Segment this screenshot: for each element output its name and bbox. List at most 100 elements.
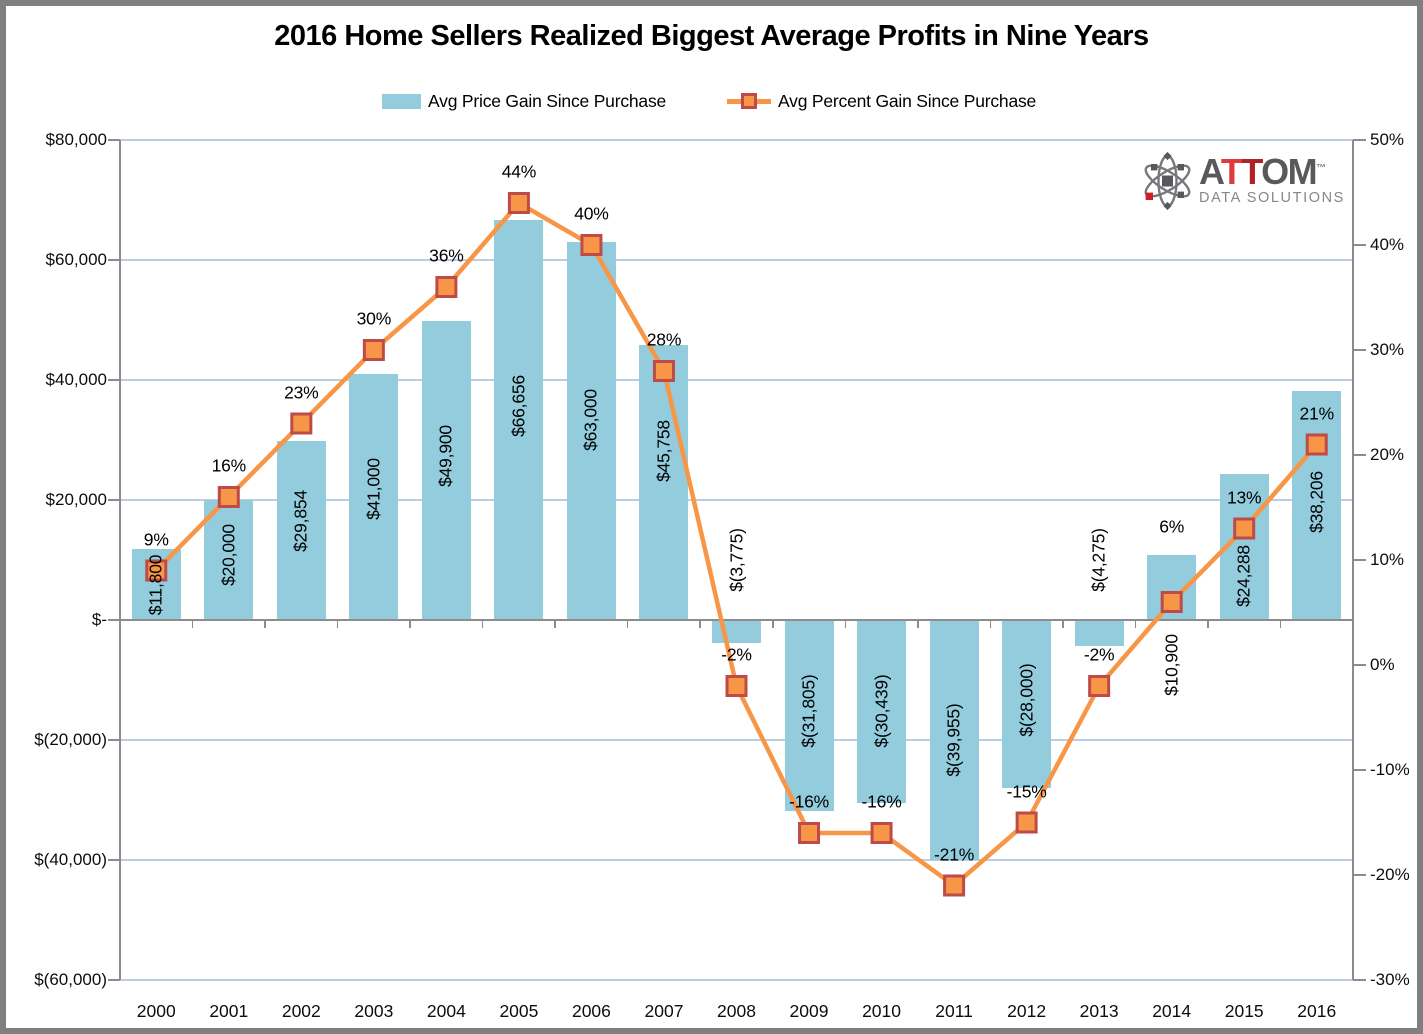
line-marker-2005 <box>507 192 530 214</box>
y-axis-tick-right <box>1353 559 1366 561</box>
y-axis-tick-right <box>1353 454 1366 456</box>
bar-value-label-2003: $41,000 <box>363 458 384 520</box>
x-axis-label-2005: 2005 <box>499 1001 539 1021</box>
legend-swatch-bar <box>382 93 421 109</box>
percent-value-label-2003: 30% <box>356 308 392 329</box>
percent-value-label-2006: 40% <box>574 203 609 224</box>
y-axis-tick-left <box>108 739 120 741</box>
line-marker-2016 <box>1305 433 1328 456</box>
bar-2005 <box>494 220 544 620</box>
x-axis-tick <box>409 620 411 628</box>
bar-value-label-2012: $(28,000) <box>1016 663 1037 737</box>
line-marker-2015 <box>1233 517 1256 540</box>
percent-value-label-2008: -2% <box>721 644 752 665</box>
y-axis-tick-left <box>108 979 120 981</box>
y-axis-tick-right <box>1353 244 1366 246</box>
y-axis-line-left <box>119 140 121 980</box>
bar-2016 <box>1292 390 1342 620</box>
percent-value-label-2013: -2% <box>1083 644 1115 665</box>
legend-label-price-gain: Avg Price Gain Since Purchase <box>428 90 667 111</box>
y-axis-tick-label-right: 20% <box>1370 445 1405 464</box>
attom-logo: ATTOM™ DATA SOLUTIONS <box>1144 152 1345 210</box>
percent-value-label-2015: 13% <box>1226 487 1262 507</box>
attom-atom-icon <box>1144 152 1191 210</box>
percent-value-label-2005: 44% <box>501 161 537 182</box>
percent-value-label-2002: 23% <box>284 382 319 402</box>
y-axis-tick-label-right: -10% <box>1370 760 1410 779</box>
x-axis-label-2007: 2007 <box>644 1001 684 1021</box>
legend-swatch-line <box>727 92 771 110</box>
chart-canvas: 2016 Home Sellers Realized Biggest Avera… <box>6 6 1417 1028</box>
bar-value-label-2005: $66,656 <box>508 375 529 437</box>
brand-letter-t1: T <box>1220 151 1243 192</box>
bar-value-label-2006: $63,000 <box>580 389 601 451</box>
y-axis-tick-label-right: 50% <box>1370 130 1405 149</box>
x-axis-label-2014: 2014 <box>1152 1001 1192 1021</box>
x-axis-label-2000: 2000 <box>136 1001 176 1021</box>
gridline <box>120 379 1353 381</box>
percent-value-label-2007: 28% <box>646 329 682 350</box>
bar-2007 <box>639 345 689 620</box>
line-marker-2007 <box>652 360 675 382</box>
gridline <box>120 739 1353 741</box>
bar-value-label-2004: $49,900 <box>435 425 456 488</box>
bar-2003 <box>349 374 399 620</box>
percent-value-label-2012: -15% <box>1006 781 1047 801</box>
x-axis-tick <box>481 620 484 628</box>
y-axis-tick-label-left: $80,000 <box>45 130 107 149</box>
bar-value-label-2002: $29,854 <box>290 490 311 553</box>
y-axis-tick-label-right: 40% <box>1370 235 1405 254</box>
gridline <box>120 859 1353 861</box>
bar-value-label-2008: $(3,775) <box>726 528 746 592</box>
x-axis-label-2015: 2015 <box>1224 1001 1264 1021</box>
bar-value-label-2010: $(30,439) <box>871 674 892 748</box>
x-axis-tick <box>1279 620 1282 628</box>
percent-value-label-2000: 9% <box>143 529 169 549</box>
line-marker-2013 <box>1088 675 1111 697</box>
y-axis-tick-label-right: -30% <box>1370 970 1410 989</box>
y-axis-tick-label-left: $60,000 <box>45 250 107 269</box>
x-axis-tick <box>1352 620 1354 628</box>
legend-item-percent-gain: Avg Percent Gain Since Purchase <box>727 90 1036 112</box>
percent-value-label-2014: 6% <box>1159 516 1185 537</box>
chart-title: 2016 Home Sellers Realized Biggest Avera… <box>274 20 1149 52</box>
y-axis-tick-left <box>108 619 120 621</box>
trademark-symbol: ™ <box>1316 163 1327 174</box>
percent-gain-line-series <box>145 192 1328 897</box>
x-axis-label-2016: 2016 <box>1297 1001 1337 1021</box>
plot-area: $11,800 $20,000 $29,854 $41,000 $49,900 $66,6… <box>108 139 1366 981</box>
line-marker-2001 <box>217 486 240 508</box>
x-axis-tick <box>191 620 194 628</box>
bar-2004 <box>421 320 471 620</box>
y-axis-tick-right <box>1353 139 1366 141</box>
x-axis-tick <box>1134 620 1137 628</box>
bar-2012 <box>1002 620 1052 788</box>
y-axis-tick-label-left: $40,000 <box>45 370 107 389</box>
x-axis-label-2004: 2004 <box>426 1001 466 1021</box>
x-axis-tick <box>699 620 701 628</box>
y-axis-tick-label-left: $- <box>91 610 107 629</box>
x-axis-tick <box>989 620 992 628</box>
x-axis-label-2013: 2013 <box>1079 1001 1119 1021</box>
bar-2002 <box>276 440 326 620</box>
bar-2010 <box>857 620 907 803</box>
y-axis-tick-left <box>108 499 120 501</box>
brand-letters-om: OM <box>1261 151 1318 192</box>
bar-value-label-2007: $45,758 <box>653 419 674 482</box>
percent-value-label-2016: 21% <box>1299 403 1335 423</box>
legend-label-percent-gain: Avg Percent Gain Since Purchase <box>778 90 1037 111</box>
x-axis-tick <box>554 620 556 628</box>
x-axis-label-2010: 2010 <box>862 1001 902 1021</box>
x-axis-label-2012: 2012 <box>1007 1001 1047 1021</box>
category-axis-line <box>120 619 1353 621</box>
gridline <box>120 979 1353 981</box>
line-marker-2014 <box>1160 591 1183 613</box>
y-axis-tick-label-right: 30% <box>1370 340 1405 359</box>
gridline <box>120 259 1353 261</box>
x-axis-tick <box>1062 620 1064 628</box>
bar-2006 <box>566 242 616 620</box>
gridline <box>120 499 1353 501</box>
bar-value-label-2015: $24,288 <box>1233 545 1254 608</box>
bar-value-label-2016: $38,206 <box>1306 471 1327 534</box>
